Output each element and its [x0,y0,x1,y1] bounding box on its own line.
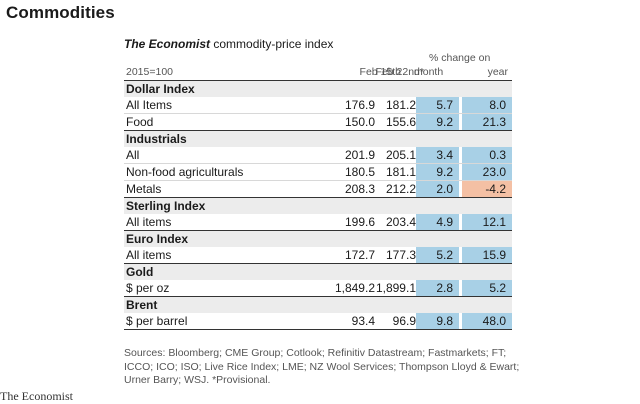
value-feb22: 205.1 [385,148,416,162]
value-feb15: 1,849.2 [334,281,375,295]
value-feb15: 172.7 [344,248,375,262]
section-heading: Euro Index [124,231,512,247]
table-row: Non-food agriculturals 180.5 181.1 9.2 23.0 [124,163,512,180]
table-section: Dollar Index All Items 176.9 181.2 5.7 8.0 Foo… [124,81,512,131]
change-month-cell: 2.0 [416,181,459,197]
col-header-feb15: Feb 15th [359,66,401,78]
row-label: $ per oz [126,281,170,295]
change-year-cell: -4.2 [462,181,512,197]
table-row: $ per oz 1,849.2 1,899.1 2.8 5.2 [124,280,512,296]
change-month-cell: 9.2 [416,114,459,130]
section-heading: Brent [124,297,512,313]
pct-change-header: % change on [429,52,491,64]
value-feb22: 96.9 [392,314,416,328]
table-body: Dollar Index All Items 176.9 181.2 5.7 8.0 Foo… [124,81,512,330]
value-feb22: 1,899.1 [375,281,416,295]
table-section: Gold $ per oz 1,849.2 1,899.1 2.8 5.2 [124,264,512,297]
change-month-cell: 9.8 [416,313,459,329]
section-heading: Dollar Index [124,81,512,97]
change-month-cell: 2.8 [416,280,459,296]
value-feb15: 150.0 [344,115,375,129]
table-title-publication: The Economist [124,37,211,51]
row-label: All Items [126,98,173,112]
section-heading: Gold [124,264,512,280]
change-month-cell: 5.2 [416,247,459,263]
table-row: All items 172.7 177.3 5.2 15.9 [124,247,512,263]
table-section: Industrials All 201.9 205.1 3.4 0.3 Non-food a… [124,131,512,198]
table-title: The Economist commodity-price index [124,36,512,52]
value-feb22: 212.2 [385,182,416,196]
value-feb22: 155.6 [385,115,416,129]
table-row: All 201.9 205.1 3.4 0.3 [124,147,512,163]
table-row: Metals 208.3 212.2 2.0 -4.2 [124,180,512,197]
table-section: Sterling Index All items 199.6 203.4 4.9 12.1 [124,198,512,231]
table-title-text: commodity-price index [210,37,334,51]
section-heading: Sterling Index [124,198,512,214]
change-year-cell: 48.0 [462,313,512,329]
change-year-cell: 12.1 [462,214,512,230]
value-feb22: 177.3 [385,248,416,262]
value-feb22: 203.4 [385,215,416,229]
table-row: Food 150.0 155.6 9.2 21.3 [124,113,512,130]
row-label: All [126,148,140,162]
table-row: All items 199.6 203.4 4.9 12.1 [124,214,512,230]
section-heading: Industrials [124,131,512,147]
change-year-cell: 8.0 [462,97,512,113]
row-label: All items [126,215,172,229]
change-year-cell: 5.2 [462,280,512,296]
table-section: Brent $ per barrel 93.4 96.9 9.8 48.0 [124,297,512,330]
change-year-cell: 0.3 [462,147,512,163]
sources-note: Sources: Bloomberg; CME Group; Cotlook; … [124,347,520,386]
col-header-month: month [414,66,444,78]
value-feb15: 201.9 [344,148,375,162]
col-header-year: year [487,66,508,78]
value-feb15: 199.6 [344,215,375,229]
value-feb15: 208.3 [344,182,375,196]
table-header: 2015=100 Feb 15th Feb 22nd* % change on … [124,52,512,81]
base-label: 2015=100 [126,66,174,78]
col-header-feb22: Feb 22nd* [375,66,424,78]
table-row: All Items 176.9 181.2 5.7 8.0 [124,97,512,113]
change-year-cell: 15.9 [462,247,512,263]
value-feb22: 181.2 [385,98,416,112]
row-label: Food [126,115,154,129]
row-label: Non-food agriculturals [126,165,244,179]
value-feb15: 180.5 [344,165,375,179]
table-row: $ per barrel 93.4 96.9 9.8 48.0 [124,313,512,329]
value-feb15: 93.4 [351,314,375,328]
page-title: Commodities [6,3,115,22]
change-month-cell: 9.2 [416,164,459,180]
commodity-price-table: The Economist commodity-price index 2015… [124,36,512,330]
brand-footer: The Economist [0,389,73,403]
row-label: All items [126,248,172,262]
change-year-cell: 21.3 [462,114,512,130]
row-label: $ per barrel [126,314,188,328]
change-year-cell: 23.0 [462,164,512,180]
change-month-cell: 4.9 [416,214,459,230]
row-label: Metals [126,182,162,196]
value-feb15: 176.9 [344,98,375,112]
change-month-cell: 5.7 [416,97,459,113]
value-feb22: 181.1 [385,165,416,179]
table-section: Euro Index All items 172.7 177.3 5.2 15.9 [124,231,512,264]
change-month-cell: 3.4 [416,147,459,163]
